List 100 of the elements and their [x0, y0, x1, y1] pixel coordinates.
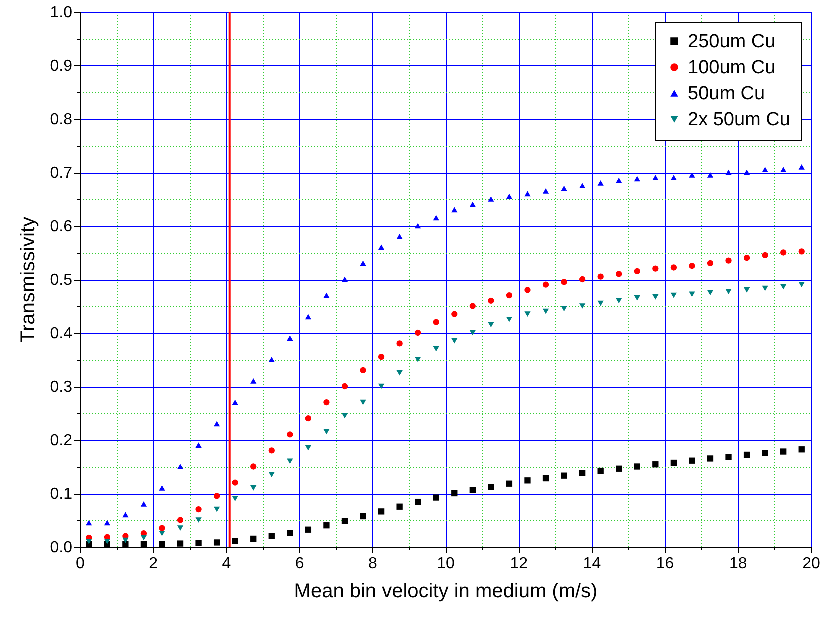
point — [616, 271, 622, 278]
y-tick-label: 0.9 — [50, 58, 73, 75]
point — [250, 485, 257, 491]
point — [268, 533, 275, 540]
legend-label: 2x 50um Cu — [688, 110, 790, 130]
point — [670, 292, 678, 298]
point — [342, 383, 348, 390]
x-tick-label: 18 — [730, 556, 748, 572]
point — [196, 540, 202, 546]
y-tick-label: 1.0 — [50, 4, 73, 22]
point — [470, 487, 476, 494]
point — [780, 167, 787, 172]
point — [415, 357, 422, 362]
point — [177, 540, 184, 547]
x-tick-label: 10 — [437, 556, 455, 572]
y-tick-label: 0.1 — [50, 486, 73, 503]
y-tick-label: 0.0 — [50, 540, 73, 556]
point — [86, 538, 92, 544]
point — [287, 432, 294, 438]
point — [415, 223, 422, 229]
legend-label: 50um Cu — [688, 84, 766, 104]
point — [433, 215, 440, 221]
point — [305, 526, 312, 533]
point — [798, 248, 805, 255]
point — [452, 311, 458, 318]
point — [488, 484, 494, 490]
point — [396, 340, 403, 347]
point — [196, 518, 202, 523]
y-tick-label: 0.6 — [50, 218, 73, 236]
point — [542, 188, 550, 194]
point — [780, 284, 787, 290]
point — [598, 180, 604, 186]
point — [159, 485, 166, 491]
point — [598, 274, 604, 280]
point — [378, 354, 385, 360]
point — [159, 525, 166, 532]
point — [744, 170, 750, 176]
point — [561, 306, 568, 312]
x-tick-label: 20 — [802, 556, 820, 572]
point — [122, 512, 129, 518]
point — [360, 260, 366, 266]
point — [579, 304, 586, 309]
point — [196, 506, 202, 513]
point — [670, 264, 678, 271]
point — [232, 480, 238, 486]
point — [452, 338, 458, 344]
point — [488, 322, 494, 328]
x-tick-label: 2 — [149, 556, 158, 572]
x-tick-label: 16 — [656, 556, 674, 572]
x-tick-label: 0 — [76, 556, 86, 572]
point — [762, 286, 768, 292]
y-tick-label: 0.5 — [50, 272, 73, 289]
point — [104, 520, 110, 526]
x-tick-label: 4 — [222, 556, 232, 572]
point — [360, 400, 366, 406]
point — [324, 522, 330, 529]
point — [250, 464, 257, 470]
point — [122, 541, 129, 548]
point — [452, 207, 458, 213]
point — [396, 234, 403, 240]
point — [214, 493, 220, 500]
point — [342, 518, 348, 524]
point — [616, 298, 622, 304]
point — [250, 536, 257, 542]
y-tick-label: 0.7 — [50, 165, 73, 182]
point — [506, 292, 513, 299]
point — [652, 266, 659, 272]
point — [268, 472, 275, 478]
point — [689, 292, 696, 298]
point — [634, 464, 640, 470]
point — [196, 442, 202, 448]
point — [433, 319, 440, 326]
point — [744, 288, 750, 293]
point — [268, 357, 275, 362]
point — [214, 540, 220, 546]
point — [104, 538, 110, 544]
x-tick-label: 8 — [368, 556, 378, 572]
point — [542, 308, 550, 314]
point — [378, 508, 385, 515]
point — [726, 454, 732, 460]
point — [305, 445, 312, 451]
point — [159, 541, 166, 548]
point — [689, 263, 696, 270]
x-tick-label: 6 — [295, 556, 304, 572]
point — [634, 296, 640, 301]
point — [177, 526, 184, 531]
point — [396, 504, 403, 510]
point — [396, 370, 403, 376]
point — [433, 346, 440, 352]
point — [140, 541, 148, 548]
y-tick-label: 0.8 — [50, 112, 73, 128]
point — [488, 196, 494, 202]
point — [707, 456, 714, 462]
point — [561, 279, 568, 286]
x-tick-label: 14 — [583, 556, 602, 572]
point — [726, 289, 732, 294]
point — [652, 175, 659, 181]
point — [177, 464, 184, 470]
x-tick-label: 12 — [510, 556, 528, 572]
point — [232, 400, 238, 406]
